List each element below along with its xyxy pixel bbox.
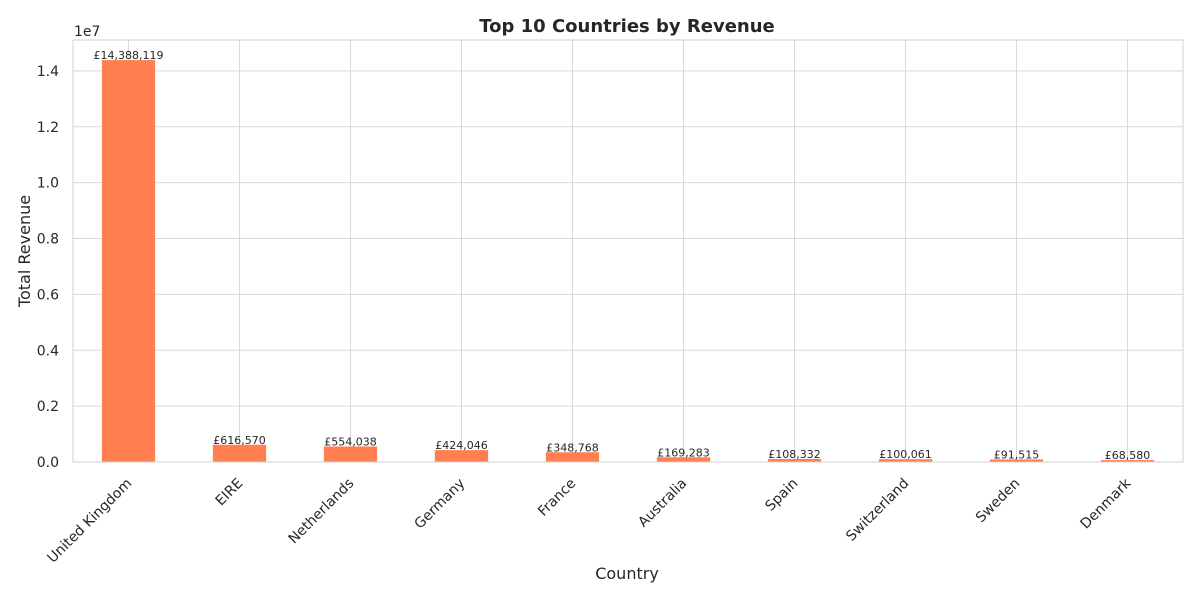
y-tick-label: 1.0 [37, 176, 59, 192]
y-tick-label: 0.6 [37, 287, 59, 303]
x-tick-label: United Kingdom [45, 476, 136, 567]
x-tick-label: France [535, 476, 579, 520]
x-tick-label: Netherlands [286, 476, 358, 548]
bars [101, 60, 1155, 462]
x-tick-label: EIRE [213, 476, 247, 510]
x-axis-label: Country [595, 564, 659, 583]
y-tick-label: 0.4 [37, 343, 59, 359]
y-axis-offset-label: 1e7 [74, 24, 100, 40]
x-tick-label: Australia [635, 476, 690, 531]
bar-value-label: £100,061 [879, 448, 932, 461]
x-tick-label: Denmark [1078, 475, 1135, 532]
bar-value-label: £554,038 [324, 436, 377, 449]
bar [212, 444, 267, 462]
bar [545, 452, 600, 462]
bar [989, 459, 1044, 462]
bar [434, 450, 489, 462]
bar-value-label: £91,515 [994, 448, 1040, 461]
bar [323, 446, 378, 462]
bar [1100, 460, 1155, 462]
bar [656, 457, 711, 462]
y-axis-ticks: 0.0 0.2 0.4 0.6 0.8 1.0 1.2 1.4 [37, 64, 59, 471]
y-axis-label: Total Revenue [15, 195, 34, 308]
y-tick-label: 1.4 [37, 64, 59, 80]
bar [767, 458, 822, 462]
y-tick-label: 0.8 [37, 232, 59, 248]
bar [101, 60, 156, 462]
bar-value-label: £169,283 [657, 446, 710, 459]
y-tick-label: 0.0 [37, 455, 59, 471]
chart-title: Top 10 Countries by Revenue [479, 16, 775, 37]
bar-value-label: £14,388,119 [94, 49, 164, 62]
bar-value-label: £424,046 [435, 439, 488, 452]
bar-value-label: £348,768 [546, 441, 599, 454]
x-tick-label: Spain [762, 476, 801, 515]
bar-value-label: £616,570 [213, 434, 266, 447]
x-tick-label: Germany [412, 476, 469, 533]
x-tick-label: Switzerland [843, 476, 912, 545]
bar-value-label: £68,580 [1105, 449, 1151, 462]
grid [73, 40, 1183, 463]
y-tick-label: 1.2 [37, 120, 59, 136]
bar-value-label: £108,332 [768, 448, 821, 461]
plot-frame [72, 39, 1184, 463]
data-labels: £14,388,119 £616,570 £554,038 £424,046 £348,… [94, 49, 1151, 462]
bar [878, 459, 933, 462]
x-tick-label: Sweden [973, 476, 1023, 526]
y-tick-label: 0.2 [37, 399, 59, 415]
x-axis-ticks: United Kingdom EIRE Netherlands Germany Fran… [45, 475, 1135, 566]
